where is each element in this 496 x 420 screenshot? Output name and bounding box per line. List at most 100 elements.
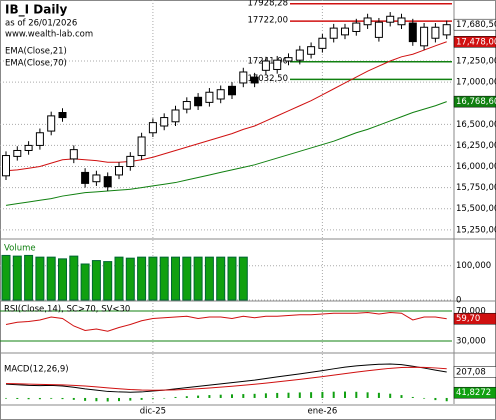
volume-bar [1,254,11,301]
y-tick-label: 15,500,00 [456,204,496,214]
rsi-tag-box [453,312,496,325]
macd-histogram-bar [242,394,245,398]
volume-bar [12,255,22,301]
macd-histogram-bar [5,397,7,399]
macd-histogram-bar [118,397,120,402]
macd-histogram-bar [434,397,437,401]
ema-line [5,101,447,206]
macd-histogram-bar [344,391,346,398]
rsi-line [5,311,447,332]
candle-body [171,109,180,123]
candle-body [284,57,293,62]
legend-ema21: EMA(Close,21) [5,47,67,57]
volume-bar [35,256,45,301]
candle-body [442,24,451,36]
candle-body [92,174,101,183]
volume-bar [148,256,158,301]
volume-bar [103,261,113,301]
candle-body [137,136,146,157]
volume-bar [227,256,237,301]
volume-bar [137,256,147,301]
volume-tick-label: 100,000 [456,261,491,271]
price-tag-box [453,95,496,108]
candle-body [58,112,67,119]
macd-histogram-bar [72,397,75,400]
y-tick-label: 16,250,00 [456,141,496,151]
y-tick-label: 15,250,00 [456,225,496,235]
macd-histogram-bar [310,392,313,398]
volume-bar [80,263,90,301]
macd-histogram-bar [185,396,188,398]
macd-histogram-bar [264,393,267,398]
price-tag: 16,768,60 [456,97,496,107]
macd-histogram-bar [377,392,380,398]
candle-body [216,89,225,100]
macd-histogram-bar [50,397,53,399]
level-label: 17722,00 [247,16,288,26]
macd-histogram-bar [366,392,369,398]
candle-body [386,15,395,23]
macd-histogram-bar [321,391,324,398]
candle-body [295,49,304,61]
candle-body [148,122,157,134]
y-tick-label: 16,500,00 [456,120,496,130]
macd-histogram-bar [151,397,154,399]
macd-histogram-bar [38,397,41,400]
y-tick-label: 17,250,00 [456,57,496,67]
candle-body [250,76,259,84]
candle-body [81,171,90,184]
volume-bar [58,258,67,301]
candle-body [329,27,338,39]
volume-label: Volume [4,244,36,254]
macd-histogram-bar [140,397,143,400]
volume-bar [24,254,34,301]
macd-histogram-bar [61,397,64,400]
macd-histogram-bar [355,391,358,398]
macd-histogram-bar [411,396,414,398]
macd-tag-box [453,366,496,378]
macd-histogram-bar [84,397,87,401]
chart-title: IB_I Daily [5,3,68,18]
macd-histogram-bar [445,397,448,402]
volume-bar [238,256,248,301]
rsi-tick-label: 30,000 [456,336,486,346]
level-label: 17928,28 [247,0,288,8]
price-tag: 17,680,50 [456,20,496,30]
volume-bar [193,256,203,301]
macd-line [5,363,447,393]
macd-histogram-bar [16,397,19,399]
macd-histogram-bar [27,397,30,400]
macd-histogram-bar [287,392,290,398]
x-tick-label: ene-26 [308,407,338,417]
volume-bar [46,256,56,301]
candle-body [24,144,33,151]
macd-histogram-bar [163,397,166,399]
candle-body [239,71,248,84]
candle-body [352,22,361,32]
candle-body [408,22,417,43]
macd-histogram-bar [106,397,109,402]
candle-body [261,60,270,71]
price-tag-box [453,18,496,31]
x-tick-label: dic-25 [140,407,166,417]
candle-body [69,149,78,160]
volume-bar [159,256,169,301]
candle-body [307,46,316,55]
candle-body [115,166,123,176]
y-tick-label: 16,000,00 [456,162,496,172]
ema-line [5,41,447,172]
macd-histogram-bar [95,397,98,402]
macd-tag-box [453,386,496,399]
candle-body [35,132,44,146]
macd-histogram-bar [219,394,222,398]
volume-bar [125,257,135,301]
volume-bar [182,256,192,301]
candle-body [363,17,372,26]
y-tick-label: 17,000,00 [456,78,496,88]
rsi-tag: 59,70 [456,314,480,324]
candle-body [228,85,236,96]
candle-body [205,91,214,103]
macd-histogram-bar [208,395,211,398]
candle-body [341,27,349,36]
legend-ema70: EMA(Close,70) [5,59,67,69]
